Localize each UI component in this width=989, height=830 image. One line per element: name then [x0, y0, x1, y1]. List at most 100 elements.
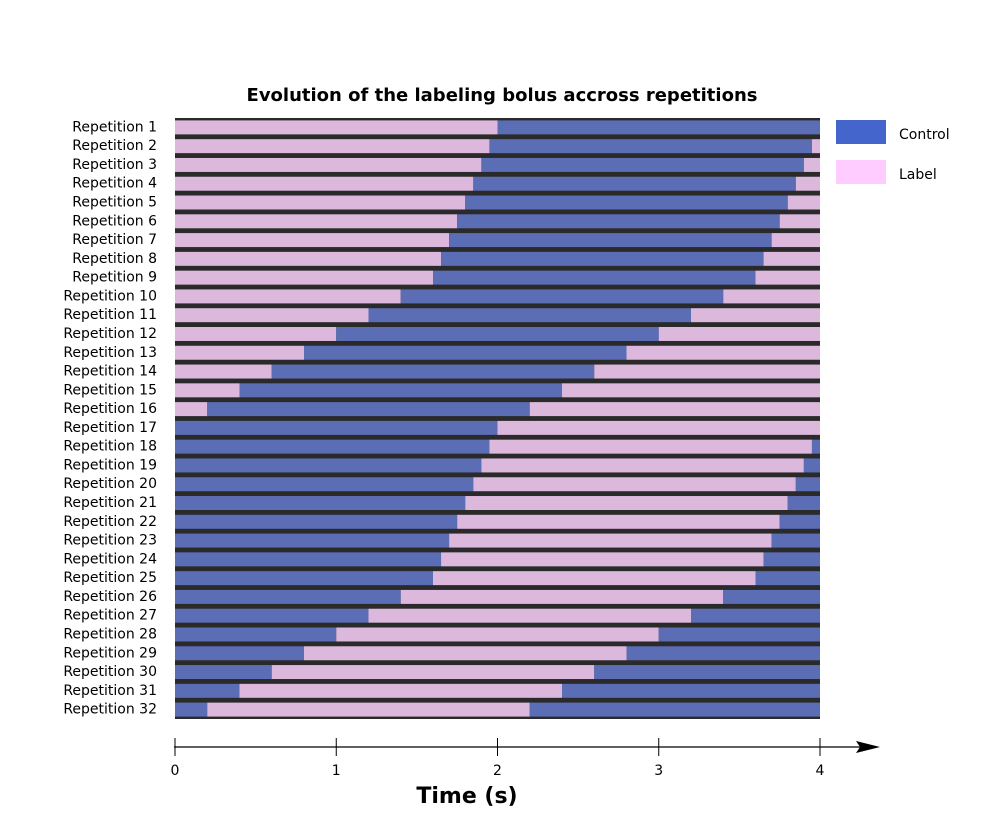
bar-segment: [562, 383, 820, 398]
y-tick-label: Repetition 12: [63, 326, 157, 342]
bar-segment: [175, 326, 337, 341]
bar-segment: [175, 439, 490, 454]
bar-segment: [626, 345, 820, 360]
bar-segment: [175, 646, 304, 661]
chart-title: Evolution of the labeling bolus accross …: [247, 85, 758, 106]
y-tick-label: Repetition 3: [72, 157, 157, 173]
bar-segment: [400, 289, 724, 304]
y-tick-label: Repetition 6: [72, 213, 157, 229]
bar-segment: [497, 420, 820, 435]
bar-segment: [787, 496, 820, 511]
bar-segment: [175, 458, 482, 473]
bar-segment: [175, 251, 442, 266]
bar-segment: [175, 120, 498, 135]
bar-segment: [755, 270, 820, 285]
bar-segment: [763, 552, 820, 567]
y-tick-label: Repetition 25: [63, 570, 157, 586]
bar-segment: [811, 139, 820, 154]
bar-segment: [175, 608, 369, 623]
bar-segment: [481, 458, 804, 473]
bar-segment: [207, 702, 530, 717]
bar-segment: [175, 139, 490, 154]
bar-segment: [175, 552, 442, 567]
y-tick-label: Repetition 23: [63, 533, 157, 549]
bar-segment: [336, 326, 659, 341]
bar-segment: [779, 214, 820, 229]
bar-segment: [175, 683, 240, 698]
bar-segment: [723, 289, 820, 304]
y-tick-label: Repetition 13: [63, 345, 157, 361]
y-tick-label: Repetition 17: [63, 420, 157, 436]
bar-segment: [457, 514, 780, 529]
y-tick-label: Repetition 15: [63, 382, 157, 398]
bar-segment: [779, 514, 820, 529]
x-axis-label: Time (s): [416, 784, 517, 809]
x-tick-label: 1: [332, 763, 341, 779]
bar-segment: [175, 589, 401, 604]
y-tick-label: Repetition 1: [72, 119, 157, 135]
bar-segment: [175, 195, 466, 210]
bar-segment: [433, 571, 756, 586]
bar-segment: [175, 665, 272, 680]
bar-segment: [175, 364, 272, 379]
bar-segment: [175, 214, 458, 229]
bar-segment: [803, 458, 820, 473]
bar-segment: [239, 683, 562, 698]
y-tick-label: Repetition 4: [72, 176, 157, 192]
bar-segment: [803, 157, 820, 172]
bar-segment: [658, 326, 820, 341]
bar-segment: [441, 251, 764, 266]
y-tick-label: Repetition 28: [63, 626, 157, 642]
bar-segment: [175, 514, 458, 529]
bar-segment: [175, 533, 450, 548]
bar-segment: [175, 420, 498, 435]
y-tick-label: Repetition 24: [63, 551, 157, 567]
bar-segment: [368, 308, 691, 323]
y-tick-label: Repetition 21: [63, 495, 157, 511]
y-tick-label: Repetition 31: [63, 683, 157, 699]
bar-segment: [175, 627, 337, 642]
y-tick-label: Repetition 10: [63, 288, 157, 304]
x-tick-label: 2: [493, 763, 502, 779]
bar-segment: [304, 345, 627, 360]
bar-segment: [795, 477, 820, 492]
bar-segment: [465, 195, 788, 210]
y-tick-label: Repetition 19: [63, 457, 157, 473]
y-tick-label: Repetition 16: [63, 401, 157, 417]
bar-segment: [239, 383, 562, 398]
bar-segment: [465, 496, 788, 511]
axis-arrow: [856, 741, 880, 753]
bar-segment: [175, 176, 474, 191]
y-tick-label: Repetition 22: [63, 514, 157, 530]
bar-segment: [497, 120, 820, 135]
legend-label: Label: [899, 167, 937, 183]
y-tick-label: Repetition 27: [63, 608, 157, 624]
x-tick-label: 4: [816, 763, 825, 779]
bar-segment: [175, 308, 369, 323]
y-tick-label: Repetition 9: [72, 270, 157, 286]
bar-segment: [175, 233, 450, 248]
bar-segment: [771, 233, 820, 248]
bar-segment: [175, 571, 433, 586]
y-tick-label: Repetition 8: [72, 251, 157, 267]
bar-segment: [336, 627, 659, 642]
bar-segment: [175, 402, 208, 417]
bar-segment: [175, 383, 240, 398]
bar-segment: [723, 589, 820, 604]
y-tick-label: Repetition 18: [63, 439, 157, 455]
bar-segment: [562, 683, 820, 698]
bar-segment: [457, 214, 780, 229]
bar-segment: [304, 646, 627, 661]
bar-segment: [175, 157, 482, 172]
bar-segment: [473, 477, 796, 492]
bar-segment: [795, 176, 820, 191]
bar-segment: [529, 702, 820, 717]
bar-segment: [771, 533, 820, 548]
x-tick-label: 3: [654, 763, 663, 779]
y-tick-label: Repetition 2: [72, 138, 157, 154]
bar-segment: [489, 439, 812, 454]
y-tick-label: Repetition 11: [63, 307, 157, 323]
bar-segment: [489, 139, 812, 154]
bar-segment: [271, 665, 595, 680]
